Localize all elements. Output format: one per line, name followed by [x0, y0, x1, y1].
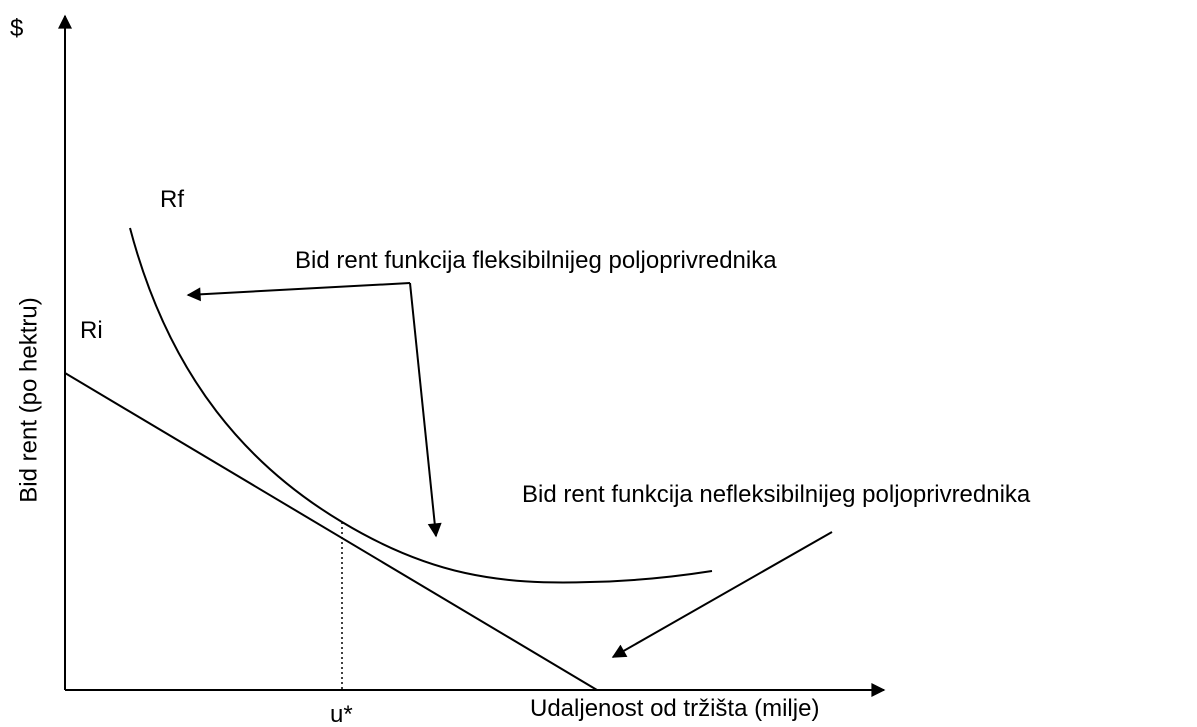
- curve-label: Ri: [80, 317, 103, 344]
- y-axis-label: Bid rent (po hektru): [15, 297, 42, 502]
- curve-label: Rf: [160, 186, 184, 213]
- annotation: Bid rent funkcija nefleksibilnijeg poljo…: [522, 481, 1031, 508]
- arrow: [186, 282, 411, 302]
- rf-curve: [129, 227, 713, 584]
- ri-line: [64, 372, 598, 691]
- arrow: [409, 282, 442, 538]
- x-axis-label: Udaljenost od tržišta (milje): [530, 695, 819, 722]
- x-point-label: u*: [330, 701, 353, 727]
- arrow: [611, 531, 833, 658]
- y-unit: $: [10, 15, 23, 42]
- annotation: Bid rent funkcija fleksibilnijeg poljopr…: [295, 247, 777, 274]
